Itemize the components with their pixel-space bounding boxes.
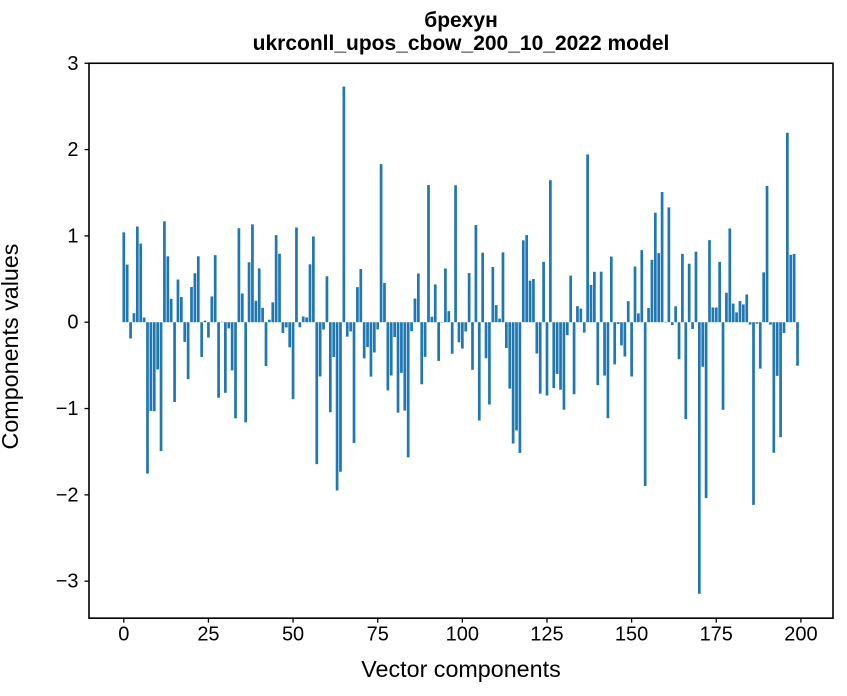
svg-text:1: 1: [67, 225, 78, 247]
svg-text:−2: −2: [56, 484, 79, 506]
svg-text:150: 150: [615, 624, 648, 646]
svg-text:175: 175: [700, 624, 733, 646]
svg-text:−3: −3: [56, 571, 79, 593]
svg-text:50: 50: [282, 624, 304, 646]
svg-text:75: 75: [367, 624, 389, 646]
svg-text:−1: −1: [56, 398, 79, 420]
svg-text:0: 0: [67, 312, 78, 334]
svg-text:2: 2: [67, 139, 78, 161]
svg-text:200: 200: [784, 624, 817, 646]
svg-text:100: 100: [446, 624, 479, 646]
svg-text:125: 125: [530, 624, 563, 646]
svg-text:3: 3: [67, 53, 78, 75]
svg-text:0: 0: [118, 624, 129, 646]
svg-text:25: 25: [197, 624, 219, 646]
